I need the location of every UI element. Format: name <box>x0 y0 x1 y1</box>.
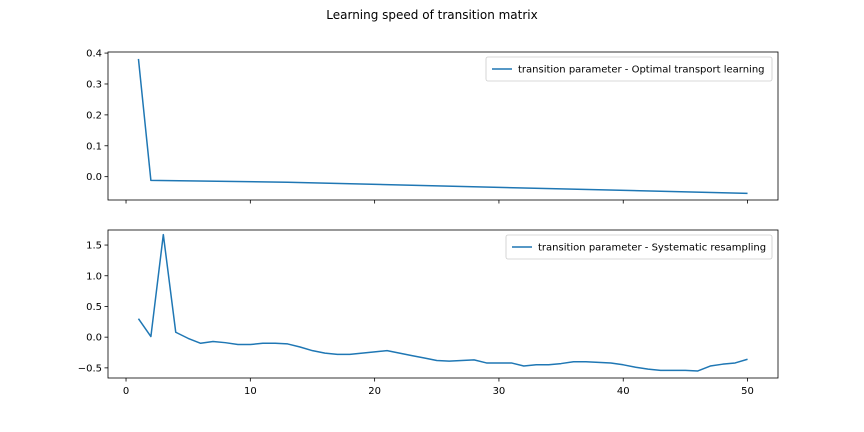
x-tick-label: 30 <box>493 386 506 397</box>
legend: transition parameter - Optimal transport… <box>485 56 773 82</box>
x-tick-label: 40 <box>617 386 630 397</box>
y-tick-label: 0.1 <box>86 141 102 152</box>
legend: transition parameter - Systematic resamp… <box>505 234 773 260</box>
series-line-1-1 <box>137 58 748 195</box>
x-tick-label: 20 <box>368 386 381 397</box>
legend-label: transition parameter - Systematic resamp… <box>538 243 766 254</box>
axes-frame <box>107 229 779 379</box>
y-tick-label: 0.2 <box>86 110 102 121</box>
axes-frame <box>107 51 779 201</box>
y-tick-label: 0.3 <box>86 79 102 90</box>
y-tick-label: 1.0 <box>86 271 102 282</box>
x-tick-label: 50 <box>741 386 754 397</box>
y-tick-label: −0.5 <box>78 363 102 374</box>
legend-box <box>505 234 773 260</box>
y-tick-label: 0.5 <box>86 302 102 313</box>
legend-label: transition parameter - Optimal transport… <box>518 65 765 76</box>
chart-panels: 0.0 0.1 0.2 0.3 0.4 transition parameter - Op… <box>78 49 779 397</box>
figure-title: Learning speed of transition matrix <box>326 8 537 22</box>
x-tick-label: 0 <box>123 386 129 397</box>
y-tick-label: 0.0 <box>86 172 102 183</box>
series-line-2-1 <box>137 233 748 372</box>
y-tick-label: 0.0 <box>86 333 102 344</box>
chart-panel-2: 0 10 20 30 40 50 −0.5 0.0 0.5 1.0 1.5 transition pa… <box>78 229 779 397</box>
y-tick-label: 0.4 <box>86 49 102 60</box>
x-tick-label: 10 <box>244 386 257 397</box>
legend-box <box>485 56 773 82</box>
chart-panel-1: 0.0 0.1 0.2 0.3 0.4 transition parameter - Op… <box>86 49 779 204</box>
y-tick-label: 1.5 <box>86 241 102 252</box>
